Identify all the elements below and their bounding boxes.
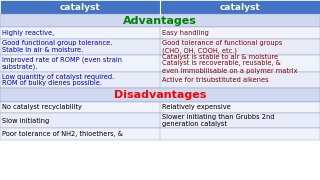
Bar <box>160 0 320 14</box>
Text: Poor tolerance of NH2, thioethers, &: Poor tolerance of NH2, thioethers, & <box>2 131 123 137</box>
Bar <box>0 102 320 113</box>
Text: Advantages: Advantages <box>123 15 197 26</box>
Bar <box>0 27 320 39</box>
Text: Good tolerance of functional groups
(CHO, OH, COOH, etc.): Good tolerance of functional groups (CHO… <box>162 40 282 54</box>
Bar <box>0 14 320 27</box>
Text: Improved rate of ROMP (even strain
substrate).: Improved rate of ROMP (even strain subst… <box>2 57 122 71</box>
Text: Relatively expensive: Relatively expensive <box>162 105 231 111</box>
Text: Disadvantages: Disadvantages <box>114 90 206 100</box>
Text: catalyst: catalyst <box>60 3 100 12</box>
Text: Slower initiating than Grubbs 2nd
generation catalyst: Slower initiating than Grubbs 2nd genera… <box>162 114 275 127</box>
Text: Active for trisubstituted alkenes: Active for trisubstituted alkenes <box>162 77 268 83</box>
Text: Easy handling: Easy handling <box>162 30 209 36</box>
Bar <box>0 72 320 88</box>
Bar <box>0 113 320 128</box>
Bar <box>0 128 320 140</box>
Text: No catalyst recyclability: No catalyst recyclability <box>2 105 82 111</box>
Bar <box>0 39 320 55</box>
Text: Highly reactive,: Highly reactive, <box>2 30 54 36</box>
Text: Good functional group tolerance.
Stable in air & moisture.: Good functional group tolerance. Stable … <box>2 40 112 53</box>
Text: Catalyst is stable to air & moisture
Catalyst is recoverable, reusable, &
even i: Catalyst is stable to air & moisture Cat… <box>162 53 298 73</box>
Text: Low quantity of catalyst required.
ROM of bulky dienes possible.: Low quantity of catalyst required. ROM o… <box>2 73 114 87</box>
Text: catalyst: catalyst <box>220 3 260 12</box>
Bar <box>0 88 320 102</box>
Text: Slow initiating: Slow initiating <box>2 118 49 123</box>
Bar <box>0 55 320 72</box>
Bar <box>0 0 160 14</box>
